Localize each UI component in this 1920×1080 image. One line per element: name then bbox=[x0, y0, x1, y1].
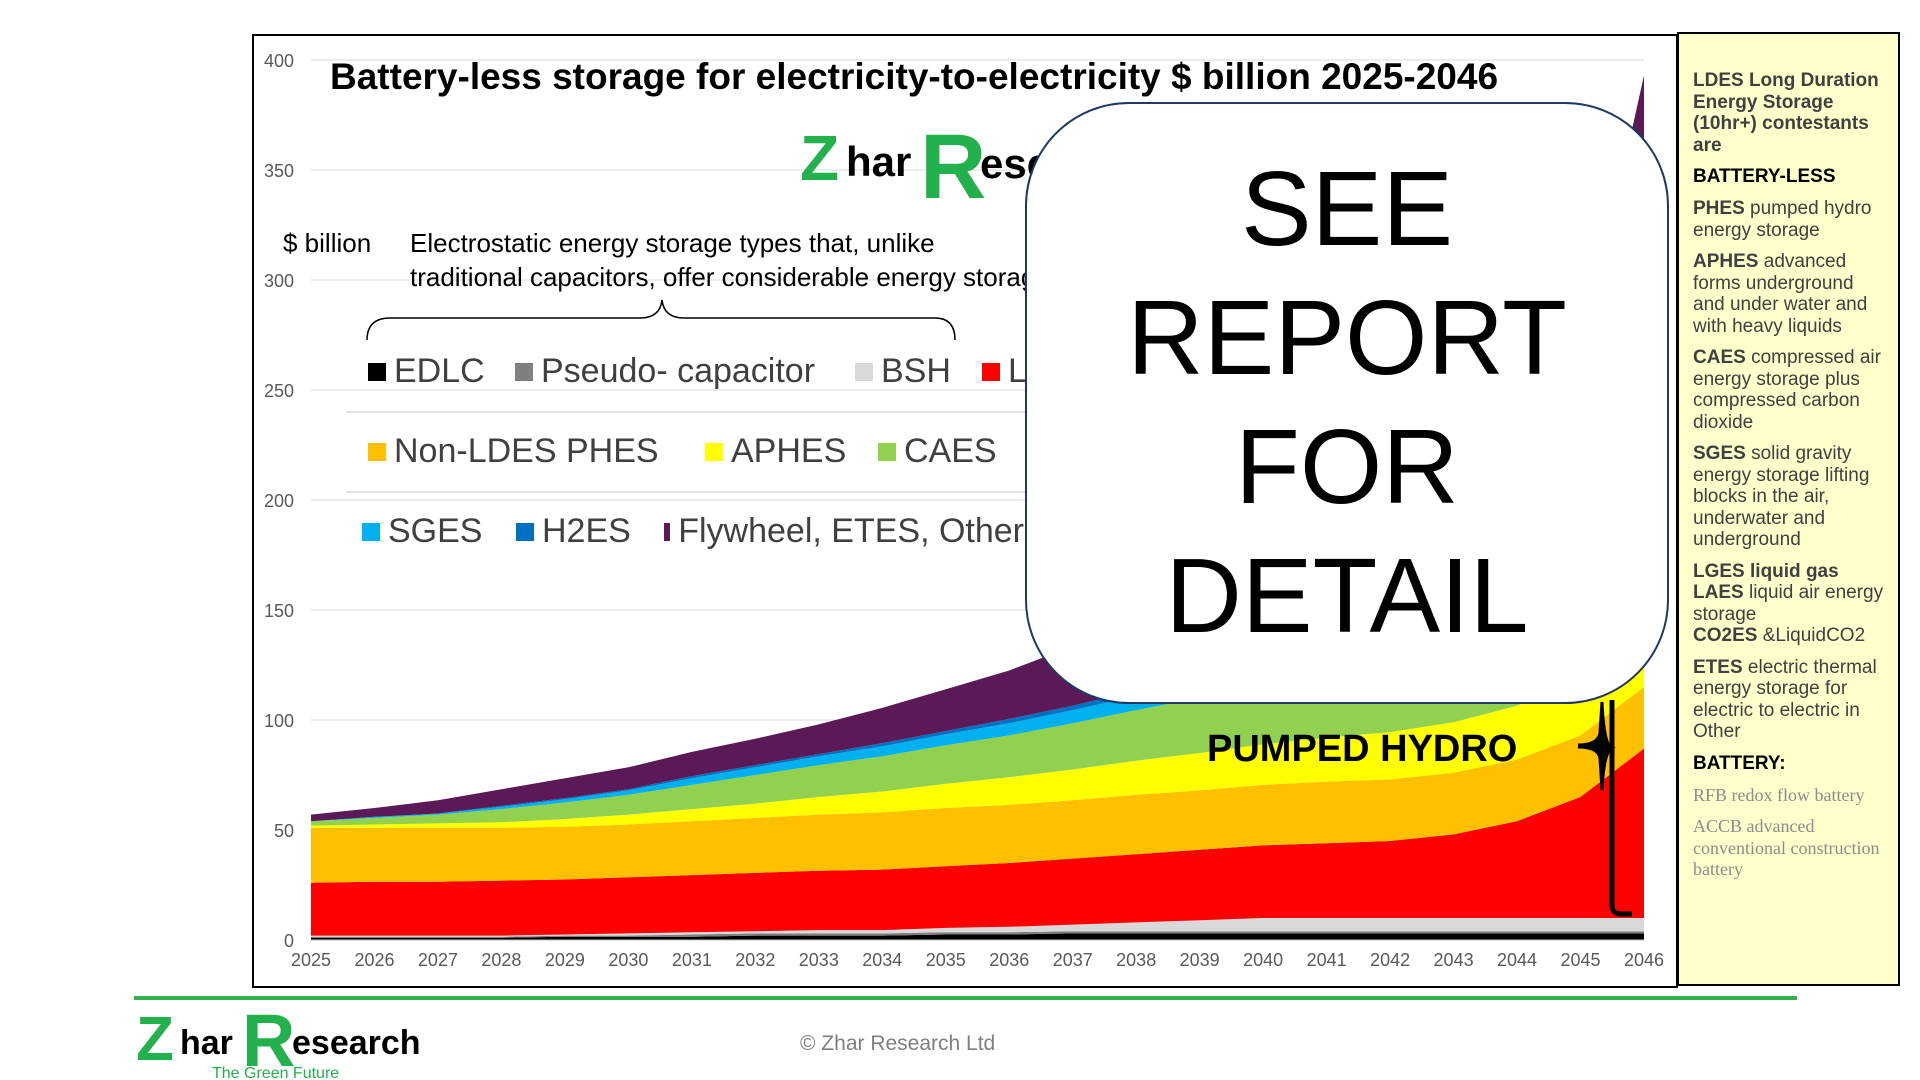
chart-title: Battery-less storage for electricity-to-… bbox=[330, 56, 1499, 97]
x-tick-label: 2034 bbox=[862, 950, 902, 970]
legend-item-non-ldes-phes: Non-LDES PHES bbox=[368, 432, 659, 471]
x-tick-label: 2042 bbox=[1370, 950, 1410, 970]
legend-item-flywheel-etes-other: Flywheel, ETES, Other bbox=[664, 512, 1024, 551]
footer-logo-r: R bbox=[242, 1004, 295, 1080]
x-tick-label: 2039 bbox=[1180, 950, 1220, 970]
legend-swatch bbox=[362, 522, 380, 541]
area-series-aphes bbox=[311, 625, 1644, 828]
unit-label: $ billion bbox=[283, 228, 372, 258]
legend-item-sges: SGES bbox=[362, 512, 482, 551]
x-tick-label: 2045 bbox=[1561, 950, 1601, 970]
legend-swatch bbox=[982, 362, 1000, 381]
footer-logo: Z har R esearch The Green Future bbox=[136, 1004, 421, 1080]
area-series-non-ldes-phes bbox=[311, 687, 1644, 883]
x-tick-label: 2038 bbox=[1116, 950, 1156, 970]
chart-logo-z: Z bbox=[800, 122, 839, 194]
y-tick-label: 300 bbox=[264, 271, 294, 291]
pumped-hydro-brace bbox=[1577, 701, 1616, 791]
x-tick-label: 2043 bbox=[1434, 950, 1474, 970]
x-tick-label: 2035 bbox=[926, 950, 966, 970]
x-tick-label: 2030 bbox=[608, 950, 648, 970]
legend-item-bsh: BSH bbox=[855, 352, 951, 391]
axis-layer: 0 50 100 150 200 250 300 350 400 2025 2026 2027 2028… bbox=[264, 51, 1664, 970]
sidebar-heading-battery: BATTERY: bbox=[1693, 752, 1786, 774]
x-tick-label: 2046 bbox=[1624, 950, 1664, 970]
footer-logo-tagline: The Green Future bbox=[212, 1065, 339, 1080]
legend-swatch bbox=[664, 522, 671, 541]
x-tick-label: 2025 bbox=[291, 950, 331, 970]
legend-swatch bbox=[368, 442, 386, 461]
copyright: © Zhar Research Ltd bbox=[800, 1032, 996, 1055]
legend-swatch bbox=[878, 442, 896, 461]
legend-item-edlc: EDLC bbox=[368, 352, 485, 391]
x-tick-label: 2040 bbox=[1243, 950, 1283, 970]
footer-logo-esearch: esearch bbox=[292, 1024, 421, 1062]
sidebar-heading-battery-less: BATTERY-LESS bbox=[1693, 166, 1836, 187]
legend-item-h2es: H2ES bbox=[516, 512, 631, 551]
legend-brace bbox=[366, 299, 956, 341]
chart-logo-har: har bbox=[846, 138, 911, 185]
legend-swatch bbox=[515, 362, 533, 381]
area-series-li bbox=[311, 748, 1644, 936]
pumped-hydro-label: PUMPED HYDRO bbox=[1207, 728, 1518, 770]
sidebar-item-phes: PHES pumped hydro energy storage bbox=[1693, 198, 1872, 241]
see-report-text: SEE REPORT FOR DETAIL bbox=[1127, 150, 1567, 655]
legend-swatch bbox=[368, 362, 386, 381]
area-series-pseudo-capacitor bbox=[311, 931, 1644, 938]
y-tick-label: 150 bbox=[264, 601, 294, 621]
footer-logo-har: har bbox=[180, 1024, 233, 1062]
area-series-bsh bbox=[311, 918, 1644, 937]
sidebar: LDES Long Duration Energy Storage (10hr+… bbox=[1677, 32, 1900, 986]
x-tick-label: 2027 bbox=[418, 950, 458, 970]
y-tick-label: 250 bbox=[264, 381, 294, 401]
chart-logo: Z har R ese bbox=[800, 116, 1050, 218]
legend-swatch bbox=[855, 362, 873, 381]
sidebar-item-lges-laes-co2es: LGES liquid gas LAES liquid air energy s… bbox=[1693, 560, 1884, 647]
pumped-hydro-bracket bbox=[1609, 700, 1632, 917]
chart-logo-r: R bbox=[920, 116, 986, 218]
y-tick-label: 200 bbox=[264, 491, 294, 511]
footer-divider bbox=[134, 996, 1797, 1000]
area-series-edlc bbox=[311, 933, 1644, 940]
legend-swatch bbox=[516, 522, 534, 541]
y-tick-label: 0 bbox=[284, 931, 294, 951]
x-tick-label: 2029 bbox=[545, 950, 585, 970]
sidebar-item-accb: ACCB advanced conventional construction … bbox=[1693, 816, 1880, 879]
footer-logo-z: Z bbox=[136, 1005, 174, 1074]
legend-item-pseudo-capacitor: Pseudo- capacitor bbox=[515, 352, 815, 391]
x-tick-label: 2033 bbox=[799, 950, 839, 970]
sidebar-item-etes: ETES electric thermal energy storage for… bbox=[1693, 656, 1877, 743]
y-tick-label: 50 bbox=[274, 821, 294, 841]
legend-swatch bbox=[705, 442, 723, 461]
y-tick-label: 350 bbox=[264, 161, 294, 181]
legend-note: Electrostatic energy storage types that,… bbox=[410, 228, 1050, 292]
sidebar-item-caes: CAES compressed air energy storage plus … bbox=[1693, 347, 1881, 433]
x-tick-label: 2036 bbox=[989, 950, 1029, 970]
x-tick-label: 2032 bbox=[735, 950, 775, 970]
legend-item-aphes: APHES bbox=[705, 432, 846, 471]
y-tick-label: 100 bbox=[264, 711, 294, 731]
sidebar-item-aphes: APHES advanced forms underground and und… bbox=[1693, 251, 1868, 337]
sidebar-item-sges: SGES solid gravity energy storage liftin… bbox=[1693, 443, 1870, 550]
x-tick-label: 2028 bbox=[481, 950, 521, 970]
x-tick-label: 2026 bbox=[354, 950, 394, 970]
x-tick-label: 2037 bbox=[1053, 950, 1093, 970]
x-tick-label: 2044 bbox=[1497, 950, 1537, 970]
x-tick-label: 2031 bbox=[672, 950, 712, 970]
sidebar-intro: LDES Long Duration Energy Storage (10hr+… bbox=[1693, 70, 1879, 156]
legend-item-caes: CAES bbox=[878, 432, 997, 471]
x-tick-label: 2041 bbox=[1307, 950, 1347, 970]
see-report-overlay: SEE REPORT FOR DETAIL bbox=[1025, 102, 1669, 704]
sidebar-item-rfb: RFB redox flow battery bbox=[1693, 784, 1865, 805]
y-tick-label: 400 bbox=[264, 51, 294, 71]
